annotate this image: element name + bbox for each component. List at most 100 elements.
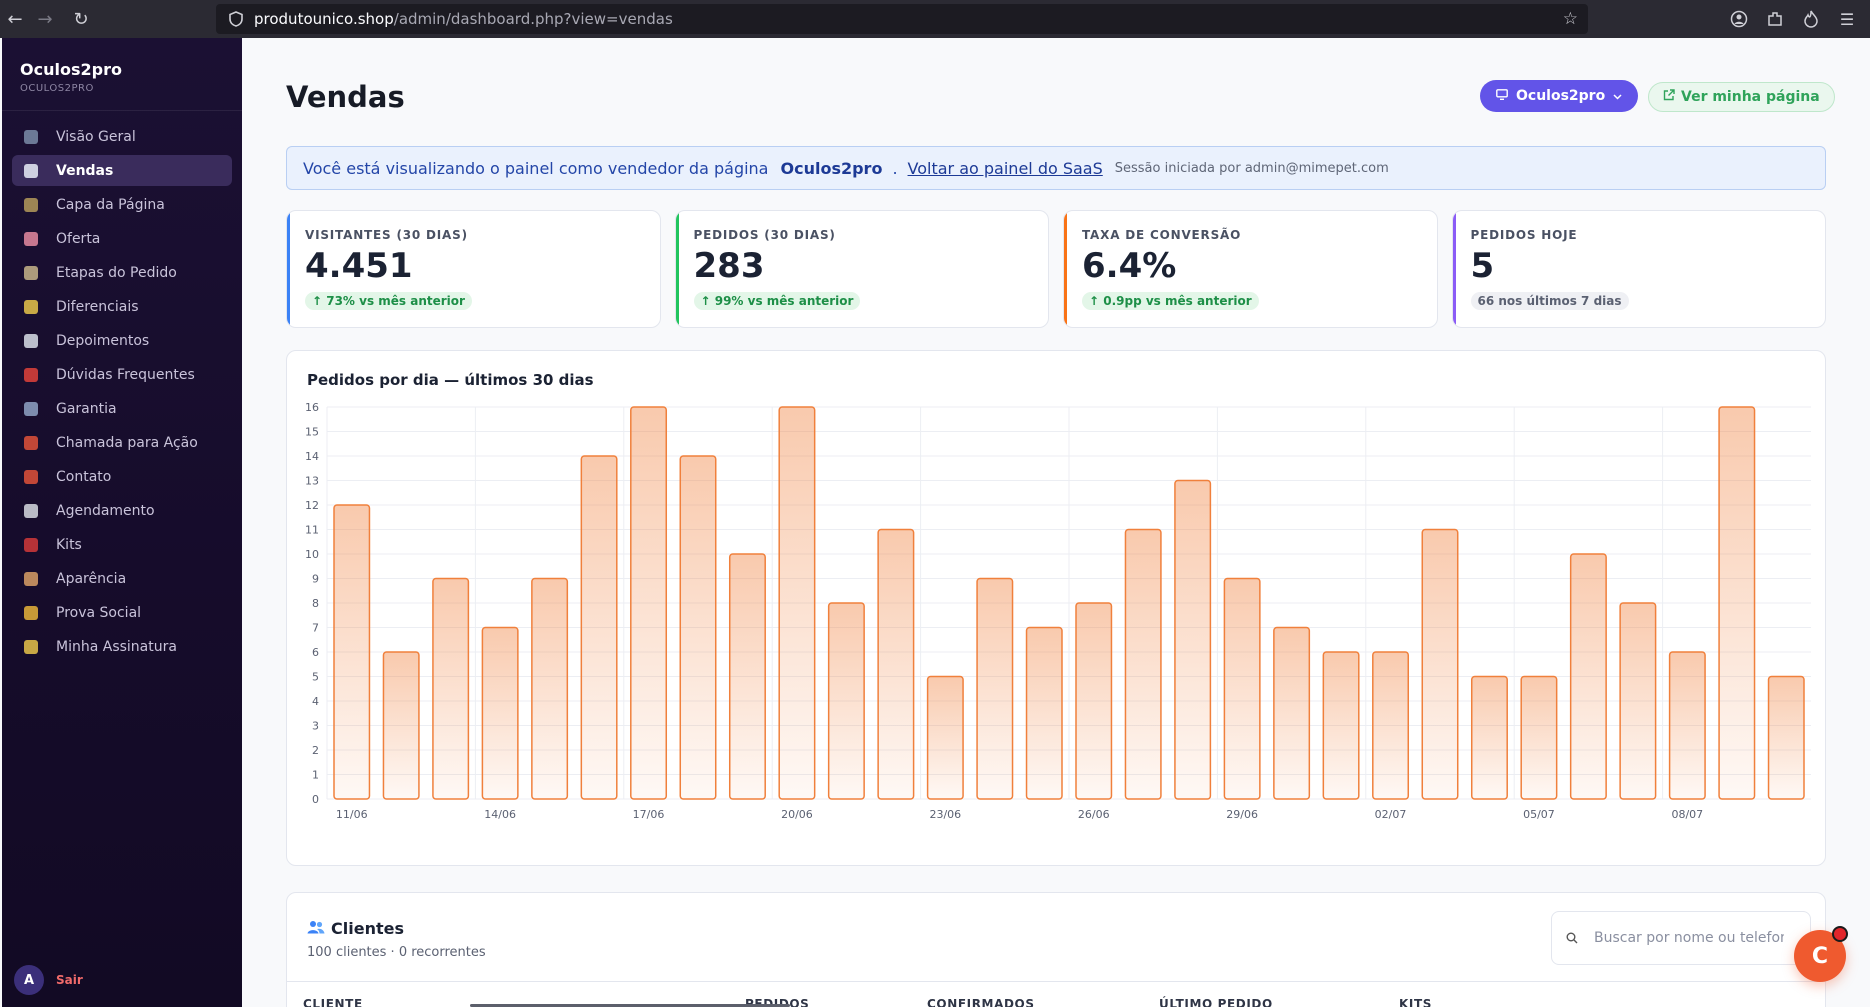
x-tick-label: 08/07 [1671,808,1703,821]
account-icon[interactable] [1724,4,1754,34]
flame-icon[interactable] [1796,4,1826,34]
stat-delta: ↑ 0.9pp vs mês anterior [1082,292,1259,310]
sidebar-item-question[interactable]: Dúvidas Frequentes [12,359,232,390]
stat-card: PEDIDOS HOJE 5 66 nos últimos 7 dias [1451,210,1826,328]
avatar[interactable]: A [14,965,44,995]
brand-title: Oculos2pro [20,60,122,79]
sidebar-item-bell[interactable]: Prova Social [12,597,232,628]
users-icon [307,919,325,938]
bar-07/07[interactable] [1619,602,1657,800]
sidebar-item-trend[interactable]: Vendas [12,155,232,186]
bar-30/06[interactable] [1273,626,1311,800]
y-tick-label: 16 [305,401,319,414]
bar-27/06[interactable] [1124,528,1162,800]
page-select-button[interactable]: Oculos2pro [1480,80,1639,112]
stat-value: 6.4% [1082,246,1177,286]
x-tick-label: 05/07 [1523,808,1555,821]
bar-08/07[interactable] [1668,651,1706,800]
bar-01/07[interactable] [1322,651,1360,800]
bar-09/07[interactable] [1718,406,1756,800]
bar-19/06[interactable] [728,553,766,800]
notification-badge [1832,926,1848,942]
sidebar-item-phone[interactable]: Contato [12,461,232,492]
bar-22/06[interactable] [877,528,915,800]
sidebar-item-gift[interactable]: Kits [12,529,232,560]
bar-20/06[interactable] [778,406,816,800]
x-tick-label: 02/07 [1375,808,1407,821]
bar-28/06[interactable] [1174,479,1212,800]
sidebar-item-calendar[interactable]: Agendamento [12,495,232,526]
y-tick-label: 15 [305,426,319,439]
column-header-ultimo-pedido[interactable]: ÚLTIMO PEDIDO [1159,997,1273,1007]
bar-11/06[interactable] [333,504,371,800]
bar-16/06[interactable] [580,455,618,800]
horizontal-scrollbar[interactable] [470,1004,790,1007]
sidebar-item-label: Capa da Página [56,196,165,213]
url-path: /admin/dashboard.php?view=vendas [393,10,673,28]
y-tick-label: 12 [305,499,319,512]
bar-25/06[interactable] [1025,626,1063,800]
sidebar-item-sparkles[interactable]: Diferenciais [12,291,232,322]
logout-link[interactable]: Sair [56,973,83,987]
chart-title: Pedidos por dia — últimos 30 dias [307,371,594,389]
bar-18/06[interactable] [679,455,717,800]
bar-13/06[interactable] [432,577,470,800]
address-bar[interactable]: produtounico.shop/admin/dashboard.php?vi… [216,4,1588,34]
url-host: produtounico.shop [254,10,394,28]
stat-card: TAXA DE CONVERSÃO 6.4% ↑ 0.9pp vs mês ante… [1063,210,1438,328]
client-search-input[interactable] [1594,930,1784,946]
sidebar-item-palette[interactable]: Aparência [12,563,232,594]
clients-title: Clientes [331,919,404,938]
bar-14/06[interactable] [481,626,519,800]
menu-icon[interactable]: ☰ [1839,9,1855,29]
bar-21/06[interactable] [827,602,865,800]
column-header-cliente[interactable]: CLIENTE [303,997,363,1007]
sidebar-item-shield[interactable]: Garantia [12,393,232,424]
bar-03/07[interactable] [1421,528,1459,800]
sidebar-item-target[interactable]: Chamada para Ação [12,427,232,458]
stat-label: PEDIDOS HOJE [1470,228,1578,242]
reload-icon[interactable]: ↻ [73,8,89,30]
bar-17/06[interactable] [630,406,668,800]
target-icon [24,435,38,450]
sidebar-item-label: Oferta [56,230,101,247]
x-tick-label: 26/06 [1078,808,1110,821]
view-page-button[interactable]: Ver minha página [1648,82,1835,112]
bar-06/07[interactable] [1569,553,1607,800]
bar-04/07[interactable] [1470,675,1508,800]
sidebar-item-label: Minha Assinatura [56,638,177,655]
bar-02/07[interactable] [1372,651,1410,800]
sidebar-item-card[interactable]: Minha Assinatura [12,631,232,662]
bar-23/06[interactable] [926,675,964,800]
sidebar-item-image[interactable]: Capa da Página [12,189,232,220]
external-link-icon [1663,89,1675,105]
stat-label: VISITANTES (30 DIAS) [305,228,468,242]
bookmark-star-icon[interactable]: ☆ [1562,9,1578,29]
main-content: Vendas Oculos2pro Ver minha página Você … [242,38,1870,1007]
column-header-kits[interactable]: KITS [1399,997,1432,1007]
bar-26/06[interactable] [1075,602,1113,800]
bar-24/06[interactable] [976,577,1014,800]
y-tick-label: 11 [305,524,319,537]
extensions-icon[interactable] [1760,4,1790,34]
column-header-pedidos[interactable]: PEDIDOS [745,997,810,1007]
monitor-icon [1496,88,1508,104]
back-to-saas-link[interactable]: Voltar ao painel do SaaS [907,158,1103,178]
bar-15/06[interactable] [531,577,569,800]
forward-icon[interactable]: → [37,8,53,30]
sidebar-item-tag[interactable]: Oferta [12,223,232,254]
sidebar-item-clipboard[interactable]: Etapas do Pedido [12,257,232,288]
sidebar-item-speech[interactable]: Depoimentos [12,325,232,356]
bar-10/07[interactable] [1767,675,1805,800]
sidebar-item-label: Garantia [56,400,117,417]
bar-05/07[interactable] [1520,675,1558,800]
stat-card: PEDIDOS (30 DIAS) 283 ↑ 99% vs mês anterio… [674,210,1049,328]
x-tick-label: 14/06 [484,808,516,821]
bar-29/06[interactable] [1223,577,1261,800]
column-header-confirmados[interactable]: CONFIRMADOS [927,997,1035,1007]
back-icon[interactable]: ← [7,8,23,30]
sidebar-item-chart[interactable]: Visão Geral [12,121,232,152]
bar-12/06[interactable] [382,651,420,800]
clients-heading: Clientes [307,919,404,938]
stat-label: PEDIDOS (30 DIAS) [693,228,836,242]
